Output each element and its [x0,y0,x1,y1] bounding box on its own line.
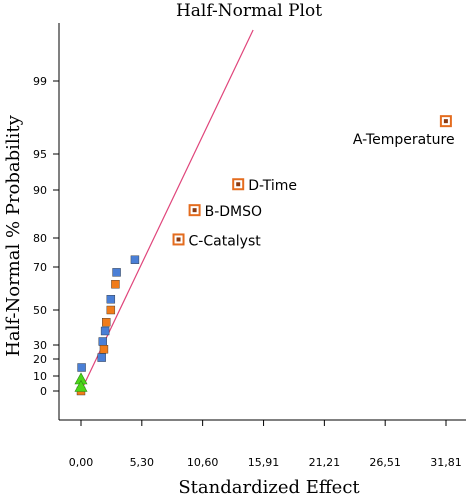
y-tick-label: 99 [33,75,47,88]
y-tick-label: 30 [33,339,47,352]
y-tick-label: 80 [33,232,47,245]
effect-label: A-Temperature [353,132,455,148]
square-point [106,305,116,315]
effect-point-core [236,182,241,187]
square-point [130,255,140,264]
effect-label: D-Time [248,178,297,194]
y-tick-label: 0 [40,385,47,398]
effect-point-core [192,208,197,213]
y-tick-label: 20 [33,353,47,366]
effect-label: B-DMSO [205,204,262,220]
x-tick-label: 10,60 [187,456,219,469]
data-points: A-Temperature D-Time B-DMSO C-Catalyst [74,115,455,396]
x-tick-label: 21,21 [309,456,341,469]
y-tick-label: 70 [33,261,47,274]
effect-point-core [176,237,181,242]
square-point [99,345,109,354]
reference-line [80,29,254,392]
y-tick-label: 90 [33,184,47,197]
x-tick-label: 15,91 [248,456,280,469]
y-tick-label: 50 [33,304,47,317]
chart-title: Half-Normal Plot [176,1,322,21]
square-point [77,363,86,372]
x-ticks: 0,00 5,30 10,60 15,91 21,21 26,51 31,81 [69,420,462,469]
x-tick-label: 26,51 [369,456,401,469]
effect-label: C-Catalyst [189,233,262,249]
square-point [97,353,106,362]
square-point [102,318,111,327]
x-tick-label: 0,00 [69,456,94,469]
y-tick-label: 10 [33,370,47,383]
y-tick-label: 95 [33,148,47,161]
x-tick-label: 31,81 [430,456,462,469]
square-point [111,280,120,289]
y-axis-title: Half-Normal % Probability [3,114,24,356]
x-tick-label: 5,30 [130,456,155,469]
x-axis-title: Standardized Effect [178,477,360,498]
square-point [112,268,121,277]
triangle-point [74,379,88,392]
square-point [100,326,110,336]
effect-point-core [443,119,448,124]
square-point [106,295,116,304]
square-point [98,337,108,346]
